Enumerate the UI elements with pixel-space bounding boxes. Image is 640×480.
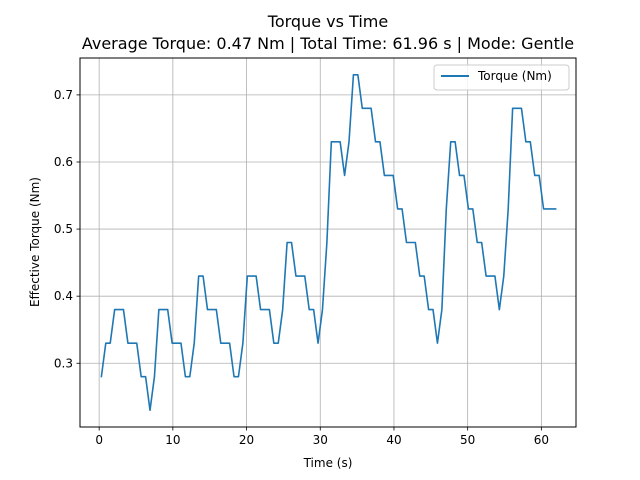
- x-axis-label: Time (s): [303, 456, 353, 470]
- x-tick-label: 40: [386, 433, 401, 447]
- legend-label: Torque (Nm): [477, 69, 552, 83]
- legend-box: [433, 64, 570, 91]
- series-layer: [100, 73, 557, 412]
- grid-lines: [80, 58, 576, 427]
- y-tick-label: 0.4: [54, 289, 73, 303]
- y-tick-label: 0.3: [54, 356, 73, 370]
- y-tick-label: 0.5: [54, 222, 73, 236]
- x-tick-label: 0: [95, 433, 103, 447]
- torque-line: [100, 73, 557, 412]
- x-tick-label: 10: [165, 433, 180, 447]
- plot-area: [80, 58, 576, 427]
- y-tick-label: 0.6: [54, 155, 73, 169]
- x-tick-label: 30: [313, 433, 328, 447]
- y-axis-label: Effective Torque (Nm): [28, 177, 42, 307]
- plot-frame: [79, 57, 577, 428]
- axis-ticks: 0 10 20 30 40 50 60 0.3 0.4 0.5 0.6 0.7: [54, 88, 549, 447]
- x-tick-label: 50: [460, 433, 475, 447]
- y-tick-label: 0.7: [54, 88, 73, 102]
- legend: Torque (Nm): [433, 64, 570, 91]
- chart-title: Torque vs Time: [267, 12, 388, 31]
- x-tick-label: 20: [239, 433, 254, 447]
- x-tick-label: 60: [534, 433, 549, 447]
- chart-subtitle: Average Torque: 0.47 Nm | Total Time: 61…: [82, 34, 574, 53]
